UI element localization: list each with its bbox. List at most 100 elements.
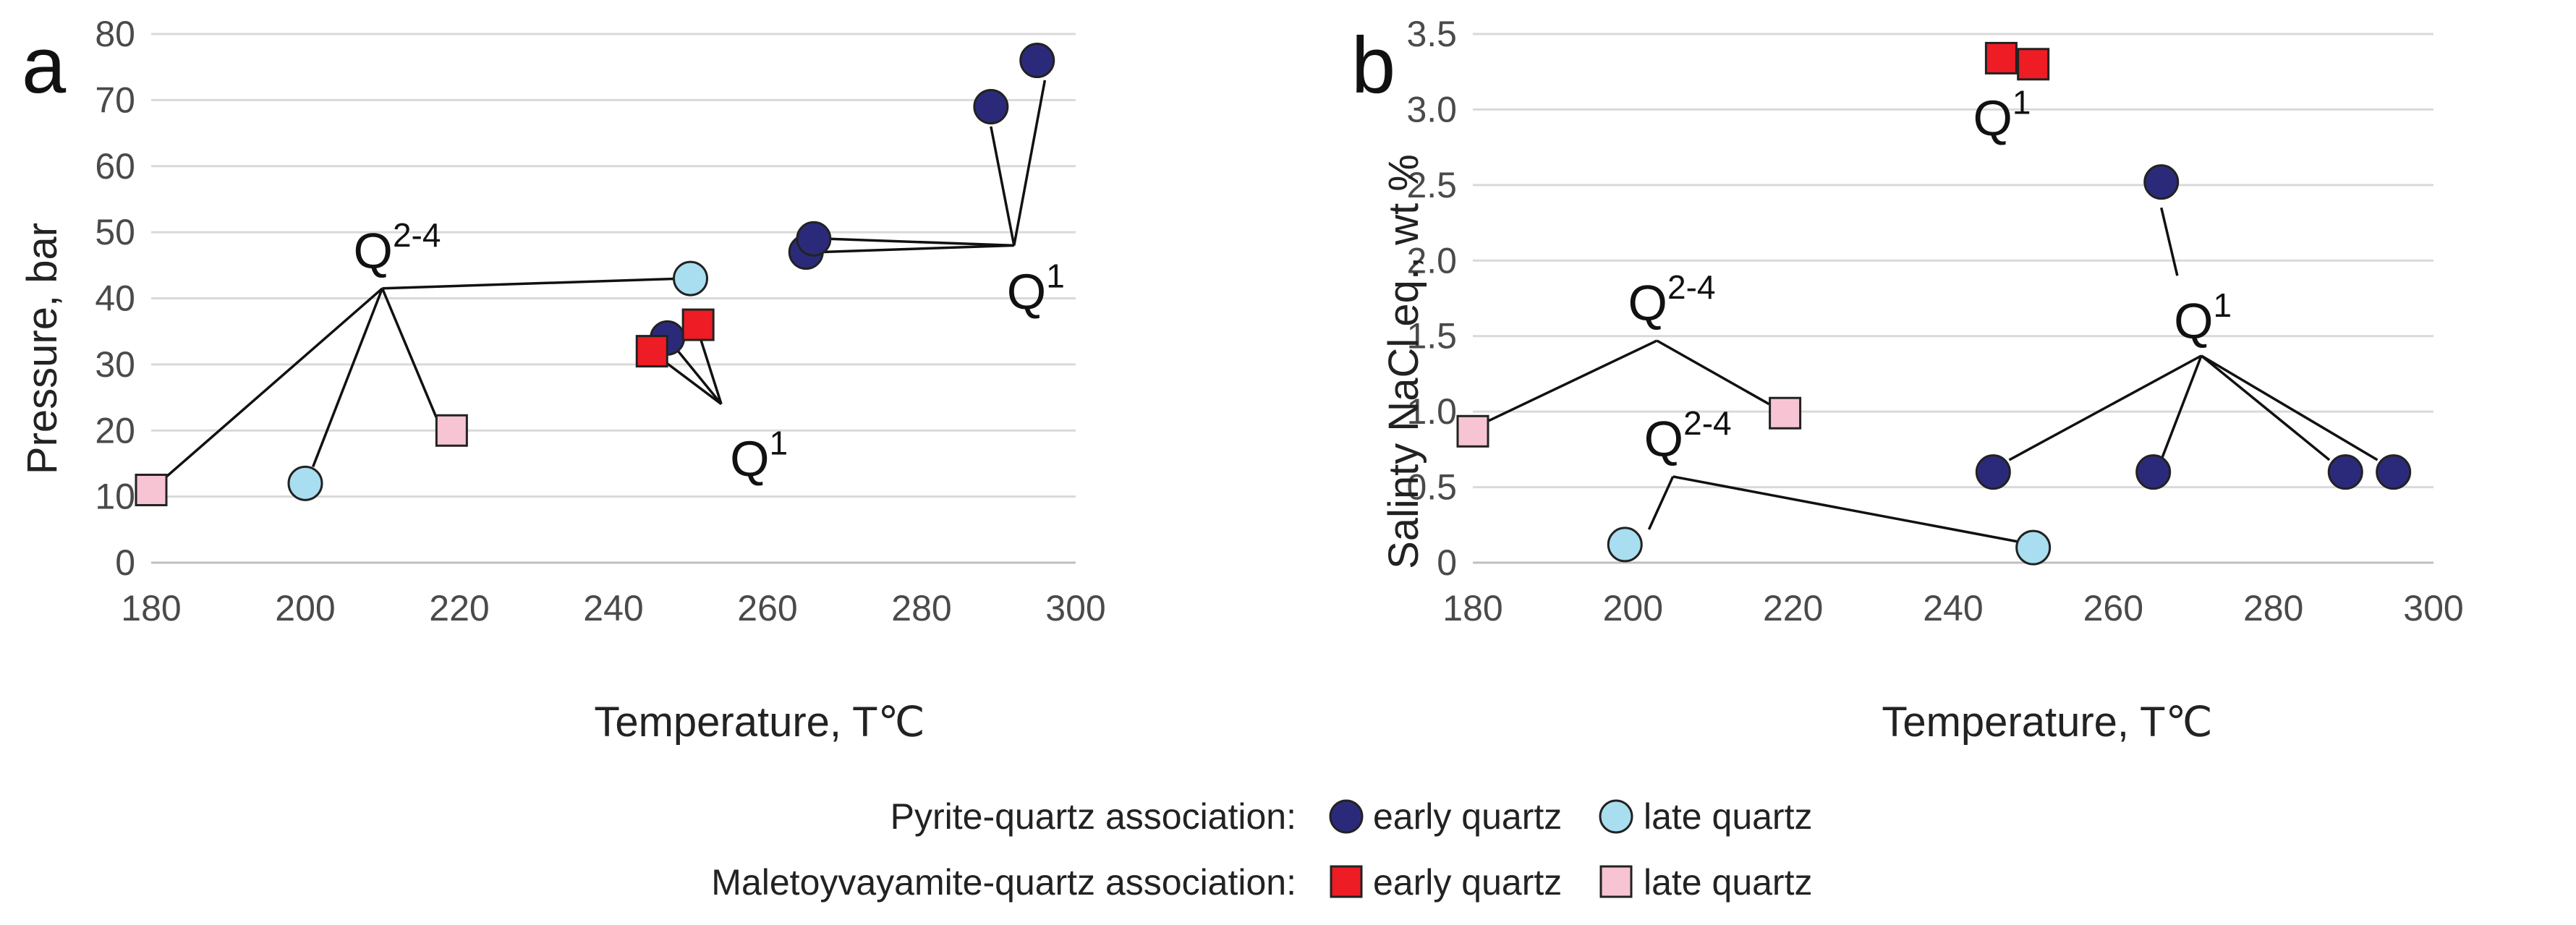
leader-line bbox=[150, 287, 383, 491]
y-tick-label: 30 bbox=[95, 344, 135, 385]
x-tick-label: 180 bbox=[1442, 588, 1502, 628]
x-tick-label: 200 bbox=[1603, 588, 1663, 628]
data-point-square bbox=[1984, 41, 2018, 74]
y-tick-label: 10 bbox=[95, 477, 135, 517]
data-point-circle bbox=[796, 221, 832, 257]
data-point-circle bbox=[2327, 454, 2363, 490]
x-tick-label: 240 bbox=[1923, 588, 1983, 628]
panel-b-ticks: 0 0.5 1.0 1.5 2.0 2.5 3.0 3.5 180 200 220 240 260 280… bbox=[1406, 14, 2463, 628]
y-tick-label: 2.0 bbox=[1406, 240, 1457, 281]
data-point-square bbox=[135, 473, 168, 506]
legend-pyrite-late-text: late quartz bbox=[1644, 796, 1812, 837]
x-tick-label: 180 bbox=[121, 588, 181, 628]
x-tick-label: 200 bbox=[275, 588, 335, 628]
legend-pyrite-label: Pyrite-quartz association: bbox=[890, 796, 1296, 837]
panel-a-x-axis-label: Temperature, T℃ bbox=[594, 699, 924, 746]
x-tick-label: 300 bbox=[1045, 588, 1105, 628]
data-point-circle bbox=[287, 465, 323, 501]
panel-a-annotations: Q2-4 Q1 Q1 bbox=[354, 216, 1065, 487]
legend-early-malet-marker bbox=[1330, 865, 1363, 898]
annotation-label: Q2-4 bbox=[1628, 268, 1716, 331]
leader-line bbox=[990, 126, 1016, 246]
annotation-label: Q1 bbox=[2174, 286, 2232, 349]
legend-maletoyvayamite-label: Maletoyvayamite-quartz association: bbox=[711, 862, 1296, 903]
leader-line bbox=[2201, 354, 2379, 461]
panel-a-letter: a bbox=[22, 21, 67, 110]
data-point-square bbox=[1769, 396, 1802, 430]
legend-late-malet-marker bbox=[1599, 865, 1633, 898]
y-tick-label: 3.5 bbox=[1406, 14, 1457, 54]
panel-a-ticks: 0 10 20 30 40 50 60 70 80 180 200 220 240 260 280 300 bbox=[95, 14, 1105, 628]
annotation-label: Q1 bbox=[1973, 83, 2031, 146]
y-tick-label: 60 bbox=[95, 146, 135, 187]
panel-b-grid bbox=[1473, 33, 2433, 564]
annotation-label: Q2-4 bbox=[354, 216, 441, 279]
panel-a-leader-lines bbox=[150, 80, 1047, 491]
data-point-square bbox=[681, 308, 715, 341]
leader-line bbox=[1013, 80, 1047, 246]
x-tick-label: 240 bbox=[583, 588, 643, 628]
data-point-square bbox=[435, 414, 468, 447]
y-tick-label: 0 bbox=[1437, 542, 1457, 583]
leader-line bbox=[1656, 339, 1770, 406]
leader-line bbox=[1672, 475, 2018, 543]
x-tick-label: 260 bbox=[737, 588, 797, 628]
x-tick-label: 220 bbox=[1763, 588, 1823, 628]
leader-line bbox=[2160, 207, 2179, 276]
data-point-square bbox=[1456, 414, 1489, 448]
panel-b-y-axis-label: Salinty NaCl eq., wt % bbox=[1380, 154, 1427, 569]
annotation-label: Q1 bbox=[1007, 257, 1065, 320]
y-tick-label: 0.5 bbox=[1406, 467, 1457, 508]
panel-a-y-axis-label: Pressure, bar bbox=[19, 223, 66, 474]
y-tick-label: 3.0 bbox=[1406, 89, 1457, 129]
data-point-square bbox=[2017, 48, 2050, 81]
data-point-circle bbox=[973, 89, 1009, 125]
panel-a-points bbox=[135, 43, 1055, 506]
legend-malet-early-text: early quartz bbox=[1373, 862, 1562, 903]
legend-late-pyrite-marker bbox=[1599, 799, 1633, 834]
y-tick-label: 40 bbox=[95, 278, 135, 319]
leader-line bbox=[1647, 476, 1675, 530]
leader-line bbox=[312, 288, 384, 468]
y-tick-label: 1.5 bbox=[1406, 316, 1457, 357]
leader-line bbox=[381, 288, 438, 418]
x-tick-label: 260 bbox=[2083, 588, 2143, 628]
annotation-label: Q1 bbox=[730, 425, 788, 487]
panel-b-leader-lines bbox=[1488, 207, 2379, 543]
y-tick-label: 70 bbox=[95, 80, 135, 120]
y-tick-label: 20 bbox=[95, 410, 135, 451]
panel-b-annotations: Q2-4 Q2-4 Q1 Q1 bbox=[1628, 83, 2232, 467]
leader-line bbox=[829, 237, 1014, 247]
annotation-label: Q2-4 bbox=[1644, 404, 1732, 467]
leader-line bbox=[2200, 354, 2331, 461]
leader-line bbox=[2008, 354, 2202, 461]
legend-malet-late-text: late quartz bbox=[1644, 862, 1812, 903]
x-tick-label: 220 bbox=[429, 588, 489, 628]
data-point-circle bbox=[1019, 43, 1055, 79]
legend: Pyrite-quartz association: early quartz … bbox=[711, 796, 1812, 903]
legend-pyrite-early-text: early quartz bbox=[1373, 796, 1562, 837]
data-point-square bbox=[635, 335, 668, 368]
y-tick-label: 1.0 bbox=[1406, 391, 1457, 432]
panel-a: a 0 10 20 30 40 50 60 70 80 180 200 220 240 260 280 300… bbox=[19, 14, 1106, 746]
leader-line bbox=[1488, 339, 1658, 422]
leader-line bbox=[2160, 355, 2203, 461]
data-point-circle bbox=[1975, 454, 2011, 490]
x-tick-label: 300 bbox=[2403, 588, 2463, 628]
leader-line bbox=[821, 244, 1014, 254]
data-point-circle bbox=[1607, 527, 1643, 563]
y-tick-label: 50 bbox=[95, 212, 135, 252]
leader-line bbox=[697, 331, 723, 405]
data-point-circle bbox=[673, 260, 708, 297]
panel-b-points bbox=[1456, 41, 2412, 566]
panel-b-letter: b bbox=[1351, 21, 1395, 110]
leader-line bbox=[382, 277, 683, 290]
panel-b: b 0 0.5 1.0 1.5 2.0 2.5 3.0 3.5 180 200 220 240 260 2… bbox=[1351, 14, 2464, 746]
x-tick-label: 280 bbox=[891, 588, 951, 628]
data-point-circle bbox=[2015, 529, 2052, 566]
x-tick-label: 280 bbox=[2243, 588, 2303, 628]
data-point-circle bbox=[2143, 164, 2180, 200]
data-point-circle bbox=[2135, 454, 2172, 490]
legend-early-pyrite-marker bbox=[1329, 799, 1364, 834]
panel-b-x-axis-label: Temperature, T℃ bbox=[1882, 699, 2212, 746]
